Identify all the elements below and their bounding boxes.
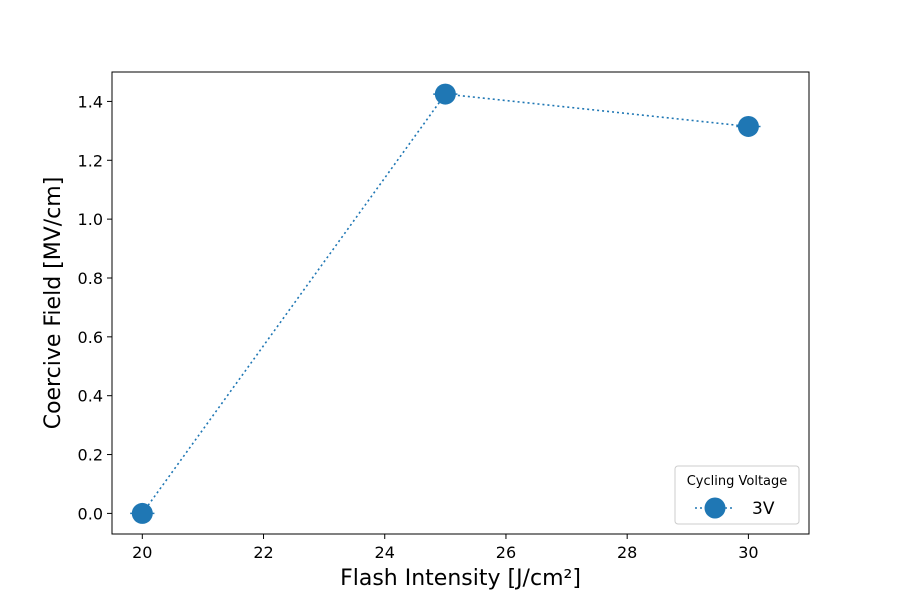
plot-frame: [111, 71, 810, 535]
x-tick-label: 28: [617, 543, 637, 562]
legend: Cycling Voltage 3V: [674, 465, 800, 525]
data-point: [434, 83, 456, 105]
data-point: [131, 502, 153, 524]
x-tick-label: 30: [738, 543, 758, 562]
y-tick-label: 0.2: [78, 446, 103, 465]
series-line: [141, 93, 749, 514]
y-axis: 0.0 0.2 0.4 0.6 0.8 1.0 1.2 1.4: [78, 92, 112, 523]
y-tick-label: 1.4: [78, 92, 103, 111]
x-tick-label: 24: [375, 543, 395, 562]
x-axis: 20 22 24 26 28 30: [132, 534, 759, 562]
y-tick-label: 0.4: [78, 387, 103, 406]
data-point: [737, 115, 759, 137]
y-tick-label: 1.2: [78, 151, 103, 170]
y-tick-label: 1.0: [78, 210, 103, 229]
legend-marker: [704, 497, 726, 519]
x-axis-label: Flash Intensity [J/cm²]: [340, 566, 581, 591]
legend-entries: 3V: [695, 497, 775, 519]
y-tick-label: 0.0: [78, 504, 103, 523]
legend-title: Cycling Voltage: [687, 474, 788, 489]
series-layer: [130, 83, 761, 524]
y-tick-label: 0.8: [78, 269, 103, 288]
legend-label: 3V: [752, 499, 775, 519]
y-tick-label: 0.6: [78, 328, 103, 347]
x-tick-label: 22: [253, 543, 273, 562]
x-tick-label: 20: [132, 543, 152, 562]
y-axis-label: Coercive Field [MV/cm]: [41, 177, 66, 430]
x-tick-label: 26: [496, 543, 516, 562]
